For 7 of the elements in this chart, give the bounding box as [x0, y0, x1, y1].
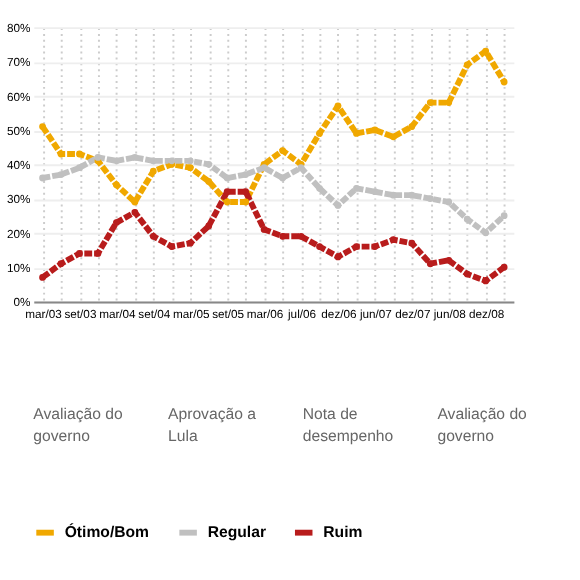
legend-label: Ótimo/Bom: [64, 522, 150, 541]
legend-label: Ruim: [323, 522, 363, 541]
text: Aprovação a Lula: [168, 405, 258, 445]
text: Nota de desempenho: [302, 405, 395, 445]
text: Avaliação do governo: [33, 405, 124, 445]
legend-label: Regular: [207, 522, 267, 541]
text: Avaliação do governo: [437, 405, 529, 445]
